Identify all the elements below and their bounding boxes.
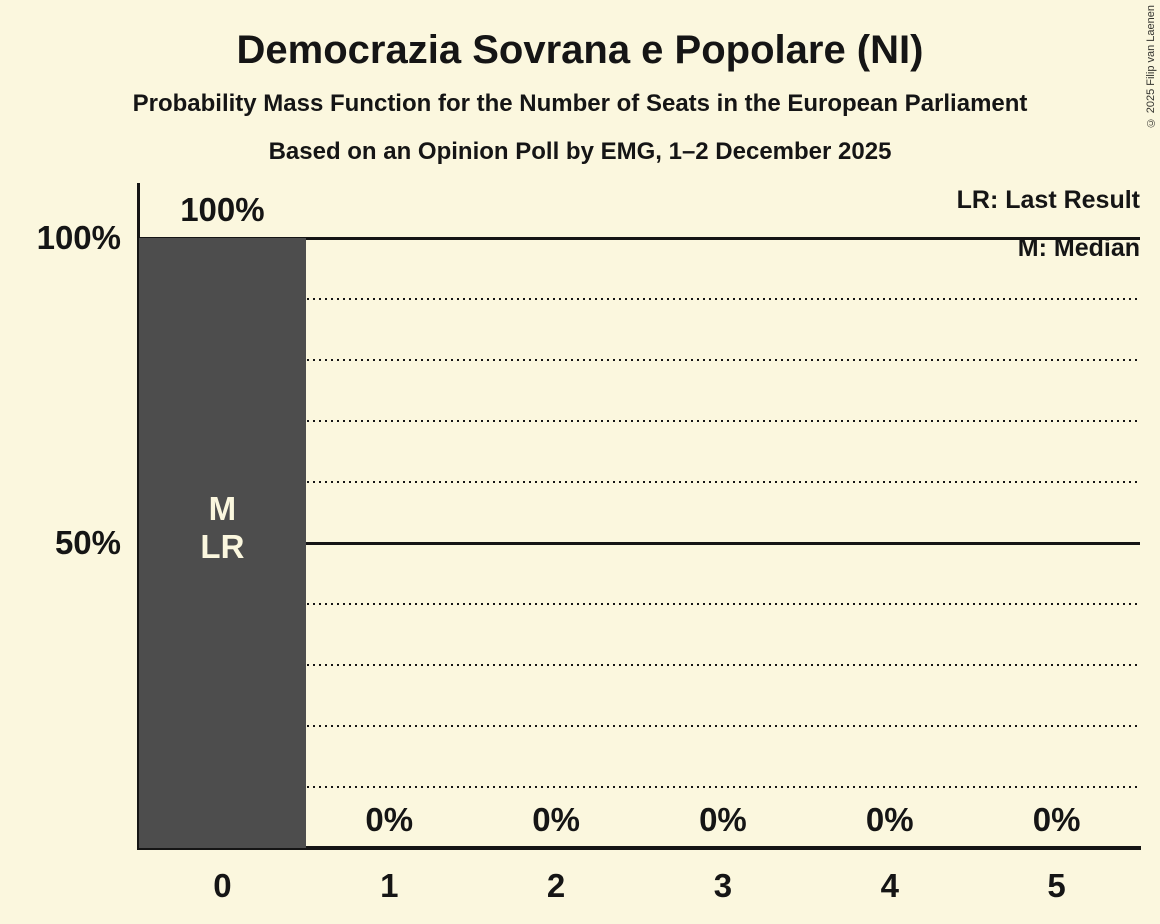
x-tick-label: 4 <box>880 867 899 904</box>
bar-value-label: 0% <box>1032 801 1081 838</box>
bar-annotation-line: LR <box>200 527 245 565</box>
chart-subtitle: Probability Mass Function for the Number… <box>132 90 1028 117</box>
bar-annotation: M LR <box>139 490 306 566</box>
gridline-dotted <box>139 786 1140 788</box>
y-axis-label: 100% <box>36 219 121 256</box>
gridline-dotted <box>139 664 1140 666</box>
x-tick-label: 1 <box>380 867 399 904</box>
gridline-dotted <box>139 298 1140 300</box>
x-axis-line <box>137 846 1141 850</box>
y-axis-line <box>137 183 140 850</box>
bar-value-label: 0% <box>865 801 914 838</box>
gridline-dotted <box>139 725 1140 727</box>
x-tick-label: 5 <box>1047 867 1066 904</box>
chart-title: Democrazia Sovrana e Popolare (NI) <box>236 28 924 72</box>
legend-median: M: Median <box>1017 234 1140 262</box>
legend-last-result: LR: Last Result <box>956 186 1140 214</box>
bar-value-label: 0% <box>365 801 414 838</box>
x-tick-label: 3 <box>713 867 733 904</box>
bar-value-label: 0% <box>699 801 747 838</box>
y-axis-label: 50% <box>54 524 121 561</box>
bar <box>139 238 306 848</box>
gridline-dotted <box>139 603 1140 605</box>
gridline-dotted <box>139 359 1140 361</box>
x-tick-label: 0 <box>213 867 232 904</box>
gridline-dotted <box>139 420 1140 422</box>
bar-annotation-line: M <box>208 489 237 527</box>
bar-value-label: 0% <box>532 801 580 838</box>
gridline-dotted <box>139 481 1140 483</box>
gridline-solid <box>139 541 1140 545</box>
gridline-solid <box>139 236 1140 240</box>
x-tick-label: 2 <box>546 867 566 904</box>
bar-value-label: 100% <box>180 191 265 228</box>
chart-poll-note: Based on an Opinion Poll by EMG, 1–2 Dec… <box>268 138 892 165</box>
copyright-notice: © 2025 Filip van Laenen <box>1145 5 1157 129</box>
